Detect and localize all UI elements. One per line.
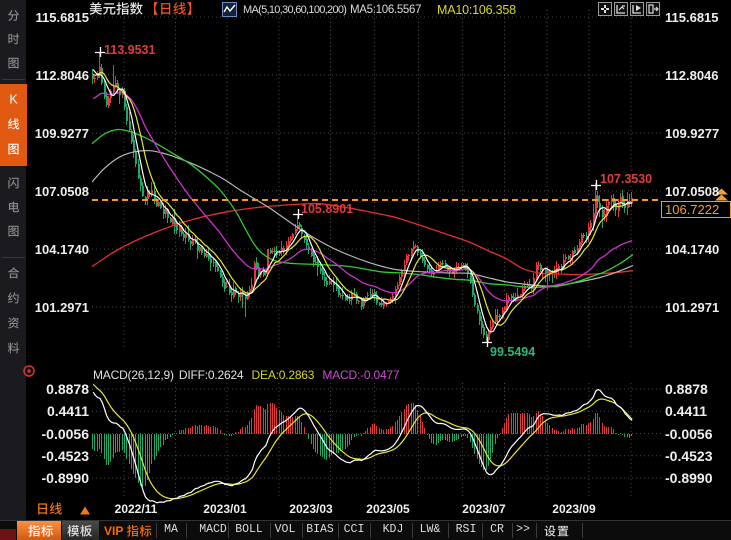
svg-text:K: K (9, 93, 18, 107)
svg-text:VIP: VIP (104, 524, 123, 538)
